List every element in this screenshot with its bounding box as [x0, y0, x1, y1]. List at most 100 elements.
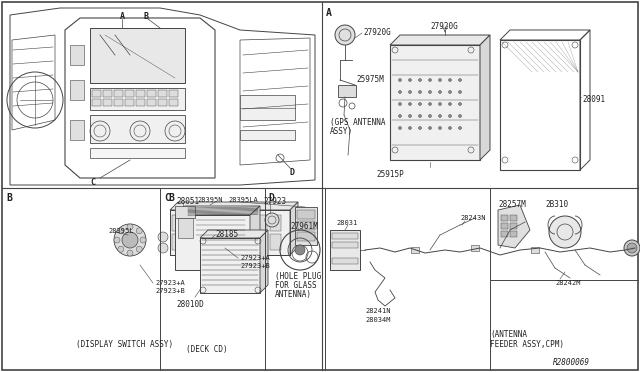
Bar [175, 215, 250, 270]
Text: 28034M: 28034M [365, 317, 390, 323]
Bar [242, 215, 253, 231]
Bar [125, 99, 134, 106]
Bar [103, 99, 112, 106]
Circle shape [408, 78, 412, 81]
Bar [169, 90, 178, 97]
Bar [125, 90, 134, 97]
Bar [103, 90, 112, 97]
Bar [170, 210, 290, 255]
Text: 27961M: 27961M [290, 222, 317, 231]
Bar [256, 215, 267, 231]
Circle shape [438, 115, 442, 118]
Bar [90, 28, 185, 83]
Circle shape [438, 78, 442, 81]
Text: 28010D: 28010D [176, 300, 204, 309]
Circle shape [458, 78, 461, 81]
Bar [510, 231, 517, 237]
Bar [90, 88, 185, 110]
Circle shape [136, 228, 142, 234]
Circle shape [408, 115, 412, 118]
Bar [92, 99, 101, 106]
Circle shape [429, 103, 431, 106]
Bar [178, 218, 193, 238]
Text: R2800069: R2800069 [553, 358, 590, 367]
Bar [332, 233, 358, 239]
Circle shape [114, 237, 120, 243]
Bar [256, 234, 267, 250]
Circle shape [158, 232, 168, 242]
Bar [136, 90, 145, 97]
Text: 28242M: 28242M [555, 280, 580, 286]
Text: 28031: 28031 [336, 220, 357, 226]
Circle shape [449, 90, 451, 93]
Polygon shape [170, 202, 298, 210]
Polygon shape [498, 205, 530, 248]
Text: ASSY): ASSY) [330, 127, 353, 136]
Circle shape [458, 90, 461, 93]
Circle shape [549, 216, 581, 248]
Circle shape [419, 115, 422, 118]
Polygon shape [250, 206, 260, 270]
Circle shape [136, 246, 142, 252]
Circle shape [449, 78, 451, 81]
Bar [510, 215, 517, 221]
Circle shape [429, 126, 431, 129]
Bar [200, 238, 260, 293]
Circle shape [399, 115, 401, 118]
Text: 27923: 27923 [263, 197, 286, 206]
Bar [70, 45, 84, 65]
Bar [330, 230, 360, 270]
Text: FOR GLASS: FOR GLASS [275, 281, 317, 290]
Bar [295, 207, 317, 245]
Bar [114, 99, 123, 106]
Bar [297, 221, 315, 230]
Bar [147, 90, 156, 97]
Text: (GPS ANTENNA: (GPS ANTENNA [330, 118, 385, 127]
Bar [214, 234, 225, 250]
Text: A: A [120, 12, 125, 21]
Text: 27923+A: 27923+A [155, 280, 185, 286]
Bar [390, 45, 480, 160]
Circle shape [429, 90, 431, 93]
Bar [228, 234, 239, 250]
Circle shape [449, 103, 451, 106]
Text: 27923+B: 27923+B [155, 288, 185, 294]
Circle shape [624, 240, 640, 256]
Text: 28243N: 28243N [460, 215, 486, 221]
Bar [411, 247, 419, 253]
Polygon shape [480, 35, 490, 160]
Text: 28241N: 28241N [365, 308, 390, 314]
Circle shape [458, 126, 461, 129]
Circle shape [449, 126, 451, 129]
Text: C: C [164, 193, 170, 203]
Circle shape [265, 213, 279, 227]
Circle shape [458, 115, 461, 118]
Bar [242, 234, 253, 250]
Circle shape [127, 224, 133, 230]
Circle shape [118, 246, 124, 252]
Circle shape [399, 126, 401, 129]
Text: 28185: 28185 [215, 230, 238, 239]
Text: (HOLE PLUG: (HOLE PLUG [275, 272, 321, 281]
Bar [501, 223, 508, 229]
Circle shape [399, 78, 401, 81]
Text: 28395L: 28395L [108, 228, 134, 234]
Bar [172, 215, 183, 231]
Bar [228, 215, 239, 231]
Circle shape [118, 228, 124, 234]
Bar [186, 234, 197, 250]
Bar [90, 148, 185, 158]
Circle shape [419, 90, 422, 93]
Text: (DECK CD): (DECK CD) [186, 345, 228, 354]
Bar [501, 215, 508, 221]
Bar [158, 99, 167, 106]
Text: 28395LA: 28395LA [228, 197, 258, 203]
Polygon shape [290, 202, 298, 255]
Text: A: A [326, 8, 332, 18]
Bar [270, 215, 281, 231]
Text: 28257M: 28257M [498, 200, 525, 209]
Text: (ANTENNA: (ANTENNA [490, 330, 527, 339]
Bar [214, 215, 225, 231]
Circle shape [627, 243, 637, 253]
Bar [297, 232, 315, 241]
